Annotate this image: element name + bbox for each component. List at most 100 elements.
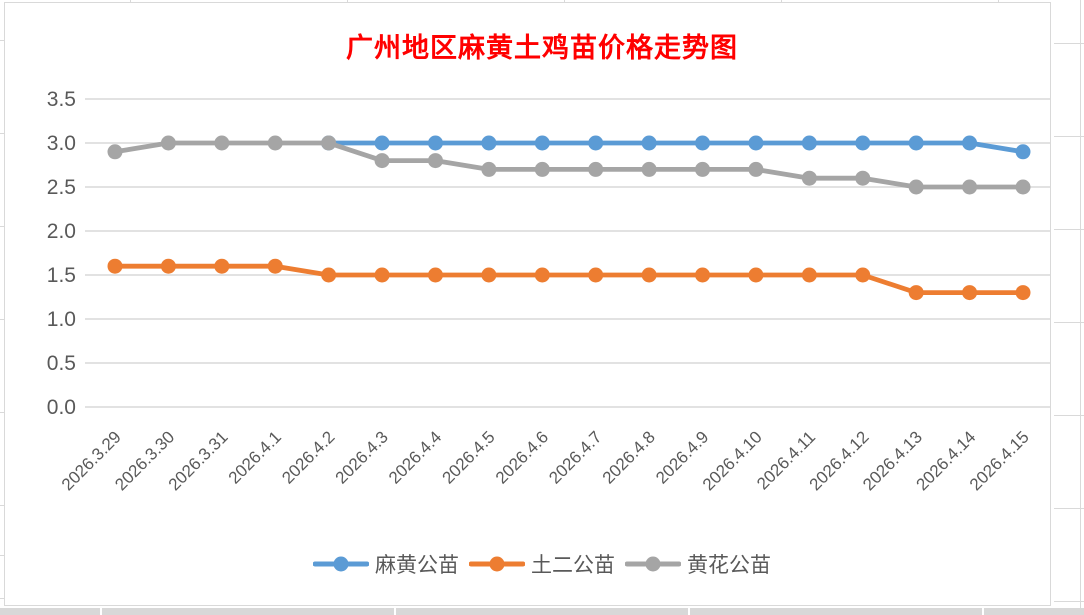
legend-marker-line-dot-icon bbox=[313, 556, 369, 572]
legend-label: 麻黄公苗 bbox=[375, 553, 459, 577]
sheet-gridline bbox=[347, 0, 348, 2]
data-point bbox=[855, 267, 871, 283]
x-axis-tick-label: 2026.4.1 bbox=[225, 427, 285, 487]
legend-label: 黄花公苗 bbox=[687, 553, 771, 577]
sheet-gridline bbox=[0, 226, 4, 227]
legend-label: 土二公苗 bbox=[531, 553, 615, 577]
data-point bbox=[374, 135, 390, 151]
data-point bbox=[588, 161, 604, 177]
sheet-row-strip bbox=[0, 608, 1084, 615]
sheet-gridline bbox=[0, 319, 4, 320]
chart-frame[interactable] bbox=[4, 2, 1051, 606]
sheet-gridline bbox=[0, 40, 4, 41]
data-point bbox=[695, 135, 711, 151]
sheet-gridline bbox=[1054, 43, 1084, 44]
sheet-gridline bbox=[781, 0, 782, 2]
data-point bbox=[695, 161, 711, 177]
y-axis-tick-label: 2.5 bbox=[47, 176, 76, 199]
sheet-gridline bbox=[1054, 229, 1084, 230]
data-point bbox=[641, 135, 657, 151]
x-axis-tick-label: 2026.4.2 bbox=[278, 427, 338, 487]
x-axis-tick-label: 2026.4.7 bbox=[545, 427, 605, 487]
data-point bbox=[855, 135, 871, 151]
sheet-gridline bbox=[998, 0, 999, 2]
legend-item-tuer: 土二公苗 bbox=[469, 549, 615, 579]
sheet-gridline bbox=[0, 505, 4, 506]
data-point bbox=[267, 135, 283, 151]
data-point bbox=[374, 267, 390, 283]
sheet-gridline bbox=[0, 133, 4, 134]
data-point bbox=[801, 170, 817, 186]
data-point bbox=[534, 135, 550, 151]
legend: 麻黄公苗 土二公苗 黄花公苗 bbox=[0, 549, 1084, 579]
sheet-gridline bbox=[1054, 136, 1084, 137]
sheet-gridline bbox=[1054, 415, 1084, 416]
sheet-gridline bbox=[0, 555, 4, 556]
x-axis-tick-label: 2026.4.3 bbox=[332, 427, 392, 487]
chart-title: 广州地区麻黄土鸡苗价格走势图 bbox=[346, 33, 738, 63]
data-point bbox=[801, 135, 817, 151]
data-point bbox=[695, 267, 711, 283]
data-point bbox=[748, 267, 764, 283]
data-point bbox=[908, 179, 924, 195]
x-axis-tick-label: 2026.4.6 bbox=[492, 427, 552, 487]
data-point bbox=[160, 135, 176, 151]
data-point bbox=[1015, 144, 1031, 160]
data-point bbox=[641, 161, 657, 177]
y-axis-tick-label: 0.5 bbox=[47, 352, 76, 375]
series-line-0 bbox=[326, 140, 1026, 155]
sheet-gridline bbox=[1080, 0, 1081, 608]
data-point bbox=[107, 258, 123, 274]
data-point bbox=[481, 161, 497, 177]
data-point bbox=[855, 170, 871, 186]
x-axis-tick-label: 2026.4.4 bbox=[385, 427, 445, 487]
y-axis-tick-label: 1.0 bbox=[47, 308, 76, 331]
data-point bbox=[267, 258, 283, 274]
sheet-gridline bbox=[0, 598, 4, 599]
data-point bbox=[534, 267, 550, 283]
sheet-column-separator bbox=[688, 608, 690, 615]
legend-item-huanghua: 黄花公苗 bbox=[625, 549, 771, 579]
data-point bbox=[962, 285, 978, 301]
data-point bbox=[962, 135, 978, 151]
sheet-gridline bbox=[1054, 508, 1084, 509]
sheet-gridline bbox=[1054, 601, 1084, 602]
data-point bbox=[214, 135, 230, 151]
data-point bbox=[1015, 285, 1031, 301]
data-point bbox=[748, 135, 764, 151]
legend-item-mahuang: 麻黄公苗 bbox=[313, 549, 459, 579]
series-line-2 bbox=[112, 140, 1026, 190]
y-axis-tick-label: 1.5 bbox=[47, 264, 76, 287]
sheet-column-separator bbox=[982, 608, 984, 615]
sheet-gridline bbox=[0, 412, 4, 413]
sheet-gridline bbox=[564, 0, 565, 2]
data-point bbox=[321, 267, 337, 283]
data-point bbox=[588, 267, 604, 283]
y-axis-tick-label: 3.5 bbox=[47, 88, 76, 111]
data-point bbox=[962, 179, 978, 195]
sheet-column-separator bbox=[100, 608, 102, 615]
y-axis-tick-label: 0.0 bbox=[47, 396, 76, 419]
data-point bbox=[588, 135, 604, 151]
data-point bbox=[427, 153, 443, 169]
series-line-1 bbox=[112, 263, 1026, 296]
data-point bbox=[801, 267, 817, 283]
data-point bbox=[427, 135, 443, 151]
data-point bbox=[908, 135, 924, 151]
data-point bbox=[908, 285, 924, 301]
data-point bbox=[321, 135, 337, 151]
data-point bbox=[534, 161, 550, 177]
data-point bbox=[214, 258, 230, 274]
sheet-gridline bbox=[1054, 322, 1084, 323]
x-axis-tick-label: 2026.4.5 bbox=[438, 427, 498, 487]
x-axis-tick-label: 2026.4.8 bbox=[599, 427, 659, 487]
data-point bbox=[748, 161, 764, 177]
y-axis-tick-label: 2.0 bbox=[47, 220, 76, 243]
data-point bbox=[107, 144, 123, 160]
data-point bbox=[374, 153, 390, 169]
sheet-gridline bbox=[130, 0, 131, 2]
data-point bbox=[160, 258, 176, 274]
data-point bbox=[481, 135, 497, 151]
data-point bbox=[641, 267, 657, 283]
